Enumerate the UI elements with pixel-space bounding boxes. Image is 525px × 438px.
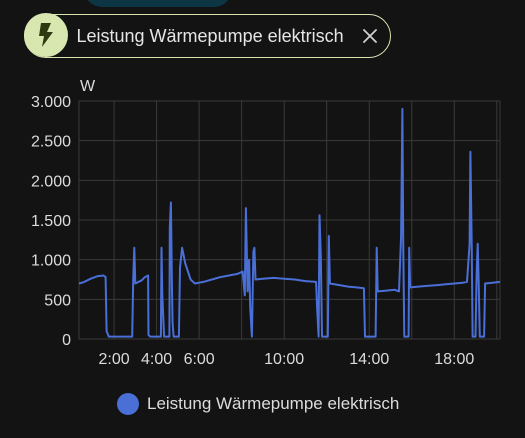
y-tick-label: 0	[62, 332, 71, 349]
top-pill-fragment	[84, 0, 232, 7]
legend-item[interactable]: Leistung Wärmepumpe elektrisch	[117, 392, 399, 416]
legend-label: Leistung Wärmepumpe elektrisch	[147, 394, 400, 413]
series-line	[78, 107, 501, 338]
y-tick-label: 2.000	[31, 173, 71, 190]
entity-filter-chip[interactable]: Leistung Wärmepumpe elektrisch	[23, 13, 391, 58]
x-tick-label: 6:00	[184, 351, 215, 368]
lightning-bolt-icon	[23, 13, 68, 58]
x-tick-label: 4:00	[141, 351, 172, 368]
x-tick-label: 14:00	[349, 351, 389, 368]
x-tick-label: 18:00	[434, 351, 474, 368]
legend-swatch	[117, 393, 139, 415]
y-axis-ticks: 0 500 1.000 1.500 2.000 2.500 3.000	[31, 94, 71, 349]
chart-grid	[78, 100, 501, 340]
close-icon[interactable]	[358, 24, 382, 48]
y-tick-label: 1.500	[31, 213, 71, 230]
x-tick-label: 10:00	[264, 351, 304, 368]
y-tick-label: 3.000	[31, 94, 71, 111]
y-tick-label: 1.000	[31, 253, 71, 270]
y-tick-label: 500	[44, 292, 71, 309]
x-tick-label: 2:00	[99, 351, 130, 368]
y-tick-label: 2.500	[31, 134, 71, 151]
x-axis-ticks: 2:00 4:00 6:00 10:00 14:00 18:00	[99, 351, 475, 368]
chip-label: Leistung Wärmepumpe elektrisch	[76, 25, 344, 46]
y-axis-label: W	[80, 78, 96, 95]
